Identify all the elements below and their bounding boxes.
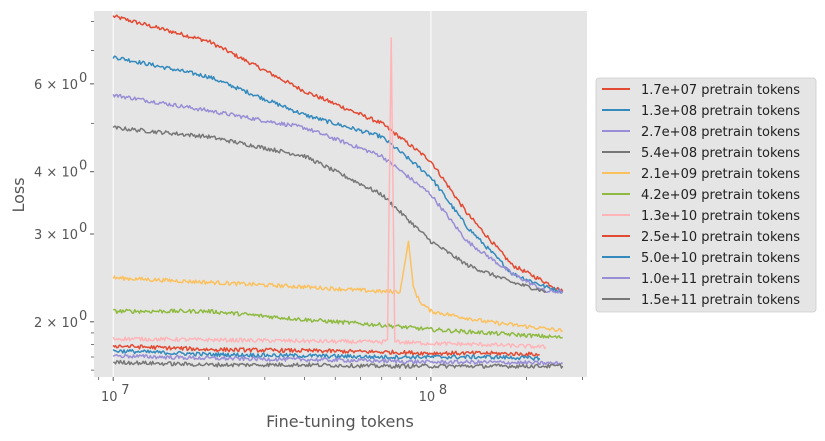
legend-label: 5.0e+10 pretrain tokens	[641, 251, 800, 266]
legend-label: 4.2e+09 pretrain tokens	[641, 188, 800, 203]
legend-label: 1.0e+11 pretrain tokens	[641, 272, 800, 287]
y-tick-exponent: 0	[79, 159, 87, 174]
legend-label: 1.3e+10 pretrain tokens	[641, 209, 800, 224]
x-tick-label: 10	[101, 390, 118, 405]
x-tick-labels: 10 7 10 8	[101, 377, 447, 405]
x-axis-label: Fine-tuning tokens	[266, 412, 414, 431]
series-line	[112, 240, 564, 333]
y-tick-exponent: 0	[79, 71, 87, 86]
x-tick-label: 10	[419, 390, 436, 405]
legend-box	[595, 77, 817, 313]
series-layer	[112, 14, 564, 369]
legend-label: 2.5e+10 pretrain tokens	[641, 230, 800, 245]
y-tick-exponent: 0	[79, 221, 87, 236]
minor-ticks	[91, 21, 583, 380]
legend-label: 1.7e+07 pretrain tokens	[641, 83, 800, 98]
y-tick-label: 3 × 10	[34, 228, 78, 243]
series-line	[112, 93, 564, 294]
legend: 1.7e+07 pretrain tokens 1.3e+08 pretrain …	[595, 77, 817, 313]
series-line	[113, 359, 564, 369]
legend-label: 1.5e+11 pretrain tokens	[641, 293, 800, 308]
legend-label: 1.3e+08 pretrain tokens	[641, 104, 800, 119]
series-line	[113, 308, 563, 339]
legend-label: 2.7e+08 pretrain tokens	[641, 125, 800, 140]
grid-lines	[112, 11, 432, 377]
y-axis-label: Loss	[9, 177, 28, 212]
y-tick-label: 2 × 10	[34, 316, 78, 331]
x-tick-exponent: 7	[121, 383, 129, 398]
series-line	[112, 348, 541, 361]
y-tick-label: 4 × 10	[34, 166, 78, 181]
y-tick-labels: 2 × 10 03 × 10 04 × 10 06 × 10 0	[34, 71, 94, 331]
series-line	[112, 55, 563, 294]
plot-area	[94, 11, 587, 377]
y-tick-label: 6 × 10	[34, 78, 78, 93]
legend-label: 5.4e+08 pretrain tokens	[641, 146, 800, 161]
series-line	[112, 343, 540, 357]
series-line	[112, 14, 564, 292]
x-tick-exponent: 8	[439, 383, 447, 398]
y-tick-exponent: 0	[79, 309, 87, 324]
legend-label: 2.1e+09 pretrain tokens	[641, 167, 800, 182]
series-line	[112, 353, 563, 366]
series-line	[112, 125, 547, 293]
series-line	[112, 37, 547, 350]
